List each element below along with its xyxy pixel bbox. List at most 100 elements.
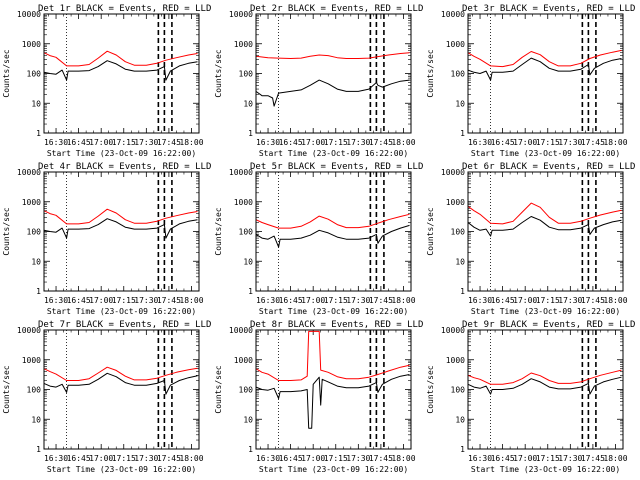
- y-axis-label: Counts/sec: [2, 365, 11, 413]
- y-tick-label: 10000: [17, 10, 41, 19]
- panel-title: Det 6r BLACK = Events, RED = LLD: [462, 162, 635, 172]
- y-tick-label: 100: [27, 70, 42, 79]
- y-tick-label: 10000: [229, 168, 253, 177]
- y-tick-label: 10: [455, 415, 465, 424]
- y-tick-label: 1: [248, 287, 253, 296]
- y-axis-label: Counts/sec: [214, 207, 223, 255]
- x-tick-label: 17:45: [369, 138, 393, 147]
- x-tick-label: 16:30: [44, 296, 68, 305]
- x-tick-label: 16:30: [468, 454, 492, 463]
- plot-frame: [467, 171, 624, 292]
- lld-series-line: [255, 52, 410, 59]
- x-tick-label: 17:15: [536, 454, 560, 463]
- y-tick-label: 1: [460, 287, 465, 296]
- x-tick-label: 17:00: [89, 454, 113, 463]
- detector-panel-4: Det 4r BLACK = Events, RED = LLD 1 10 100 10…: [2, 162, 211, 316]
- x-tick-label: 17:00: [89, 296, 113, 305]
- x-tick-label: 17:30: [134, 454, 158, 463]
- y-tick-label: 10000: [17, 168, 41, 177]
- x-axis-label: Start Time (23-Oct-09 16:22:00): [471, 465, 620, 474]
- detector-panel-6: Det 6r BLACK = Events, RED = LLD 1 10 100 10…: [426, 162, 635, 316]
- detector-panel-2: Det 2r BLACK = Events, RED = LLD 1 10 100 10…: [214, 4, 423, 158]
- y-tick-label: 10: [243, 99, 253, 108]
- y-tick-label: 10: [243, 257, 253, 266]
- events-series-line: [467, 376, 622, 395]
- y-tick-label: 100: [27, 228, 42, 237]
- x-tick-label: 16:30: [256, 296, 280, 305]
- x-tick-label: 16:45: [279, 138, 303, 147]
- x-tick-label: 18:00: [391, 454, 415, 463]
- y-tick-label: 1: [36, 445, 41, 454]
- y-tick-label: 1000: [234, 198, 253, 207]
- x-tick-label: 17:30: [134, 138, 158, 147]
- y-tick-label: 10000: [17, 326, 41, 335]
- x-tick-label: 18:00: [603, 138, 627, 147]
- x-axis-label: Start Time (23-Oct-09 16:22:00): [47, 149, 196, 158]
- x-tick-label: 17:00: [513, 296, 537, 305]
- lld-series-line: [467, 49, 622, 68]
- plot-frame: [255, 329, 412, 450]
- y-tick-label: 1000: [446, 356, 465, 365]
- x-tick-label: 17:45: [157, 138, 181, 147]
- y-tick-label: 1000: [22, 198, 41, 207]
- plot-frame: [255, 171, 412, 292]
- x-tick-label: 18:00: [603, 296, 627, 305]
- x-tick-label: 17:30: [346, 138, 370, 147]
- y-tick-label: 1000: [446, 198, 465, 207]
- x-tick-label: 16:45: [491, 296, 515, 305]
- y-tick-label: 100: [451, 228, 466, 237]
- x-tick-label: 17:00: [301, 296, 325, 305]
- x-tick-label: 17:15: [112, 454, 136, 463]
- x-tick-label: 16:45: [279, 296, 303, 305]
- x-tick-label: 17:30: [346, 454, 370, 463]
- x-tick-label: 17:00: [301, 138, 325, 147]
- y-tick-label: 100: [27, 386, 42, 395]
- events-series-line: [43, 60, 198, 81]
- detector-panel-3: Det 3r BLACK = Events, RED = LLD 1 10 100 10…: [426, 4, 635, 158]
- x-tick-label: 18:00: [603, 454, 627, 463]
- x-tick-label: 17:30: [558, 138, 582, 147]
- x-tick-label: 17:45: [157, 296, 181, 305]
- detector-panel-1: Det 1r BLACK = Events, RED = LLD 1 10 100 10…: [2, 4, 211, 158]
- x-tick-label: 18:00: [179, 454, 203, 463]
- events-series-line: [255, 374, 410, 429]
- x-tick-label: 17:15: [324, 296, 348, 305]
- lld-series-line: [255, 213, 410, 229]
- x-tick-label: 17:45: [369, 454, 393, 463]
- x-axis-label: Start Time (23-Oct-09 16:22:00): [471, 149, 620, 158]
- plot-frame: [43, 329, 200, 450]
- y-tick-label: 10000: [441, 168, 465, 177]
- events-series-line: [467, 216, 622, 237]
- x-tick-label: 17:15: [112, 296, 136, 305]
- x-axis-label: Start Time (23-Oct-09 16:22:00): [471, 307, 620, 316]
- y-axis-label: Counts/sec: [426, 207, 435, 255]
- x-tick-label: 17:45: [369, 296, 393, 305]
- x-tick-label: 18:00: [179, 296, 203, 305]
- x-axis-label: Start Time (23-Oct-09 16:22:00): [47, 465, 196, 474]
- y-axis-label: Counts/sec: [2, 49, 11, 97]
- detector-panel-8: Det 8r BLACK = Events, RED = LLD 1 10 100 10…: [214, 320, 423, 474]
- y-tick-label: 10: [455, 257, 465, 266]
- x-axis-label: Start Time (23-Oct-09 16:22:00): [259, 465, 408, 474]
- y-tick-label: 1: [460, 129, 465, 138]
- x-tick-label: 16:30: [256, 454, 280, 463]
- x-tick-label: 17:30: [558, 454, 582, 463]
- lld-series-line: [467, 202, 622, 225]
- lld-series-line: [255, 330, 410, 381]
- y-tick-label: 1: [248, 445, 253, 454]
- x-tick-label: 17:15: [324, 138, 348, 147]
- detector-panel-5: Det 5r BLACK = Events, RED = LLD 1 10 100 10…: [214, 162, 423, 316]
- y-axis-label: Counts/sec: [2, 207, 11, 255]
- events-series-line: [255, 79, 410, 107]
- y-tick-label: 10: [31, 99, 41, 108]
- y-tick-label: 1000: [22, 356, 41, 365]
- panel-title: Det 3r BLACK = Events, RED = LLD: [462, 4, 635, 14]
- panel-title: Det 8r BLACK = Events, RED = LLD: [250, 320, 423, 330]
- detector-panel-7: Det 7r BLACK = Events, RED = LLD 1 10 100 10…: [2, 320, 211, 474]
- x-tick-label: 17:30: [558, 296, 582, 305]
- x-tick-label: 16:45: [67, 296, 91, 305]
- x-tick-label: 17:45: [157, 454, 181, 463]
- x-tick-label: 16:45: [67, 138, 91, 147]
- y-tick-label: 100: [239, 228, 254, 237]
- y-tick-label: 1: [460, 445, 465, 454]
